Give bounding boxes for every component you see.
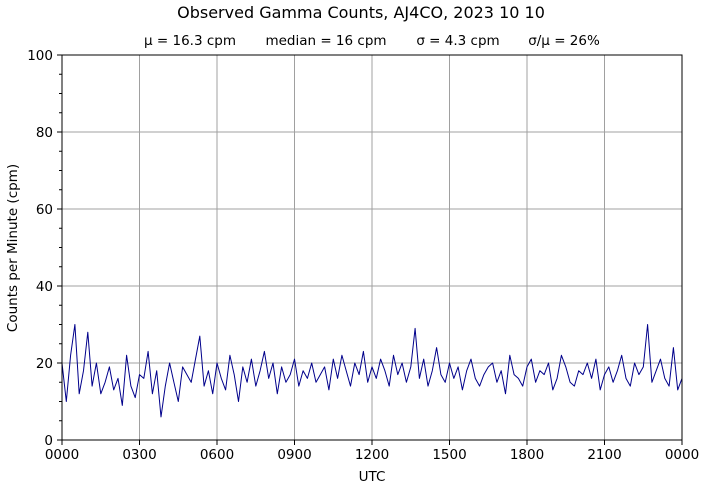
y-tick-label: 0 [44,433,53,449]
y-axis-label: Counts per Minute (cpm) [5,164,21,332]
subtitle-mean: μ = 16.3 cpm [144,33,236,49]
x-tick-label: 2100 [587,447,621,463]
x-tick-label: 1200 [355,447,389,463]
grid-lines [61,54,683,441]
x-tick-label: 0000 [45,447,79,463]
y-tick-label: 60 [36,202,53,218]
y-tick-label: 40 [36,279,53,295]
series-line-counts [61,324,683,418]
x-tick-label: 0000 [665,447,699,463]
series-layer [61,324,683,418]
x-tick-label: 1800 [510,447,544,463]
y-tick-label: 20 [36,356,53,372]
x-tick-label: 0900 [277,447,311,463]
chart-subtitle: μ = 16.3 cpm median = 16 cpm σ = 4.3 cpm… [144,33,600,49]
y-tick-label: 100 [27,48,53,64]
y-axis-minor-ticks [59,73,62,422]
subtitle-median: median = 16 cpm [265,33,386,49]
subtitle-cv: σ/μ = 26% [528,33,600,49]
y-axis-ticks: 0 20 40 60 80 100 [27,48,62,449]
y-tick-label: 80 [36,125,53,141]
x-tick-label: 0600 [200,447,234,463]
x-axis-label: UTC [359,469,386,485]
x-axis-ticks: 0000 0300 0600 0900 1200 1500 1800 2100 0000 [45,440,699,463]
chart-title: Observed Gamma Counts, AJ4CO, 2023 10 10 [177,3,545,22]
x-tick-label: 0300 [122,447,156,463]
subtitle-sigma: σ = 4.3 cpm [416,33,499,49]
x-tick-label: 1500 [432,447,466,463]
